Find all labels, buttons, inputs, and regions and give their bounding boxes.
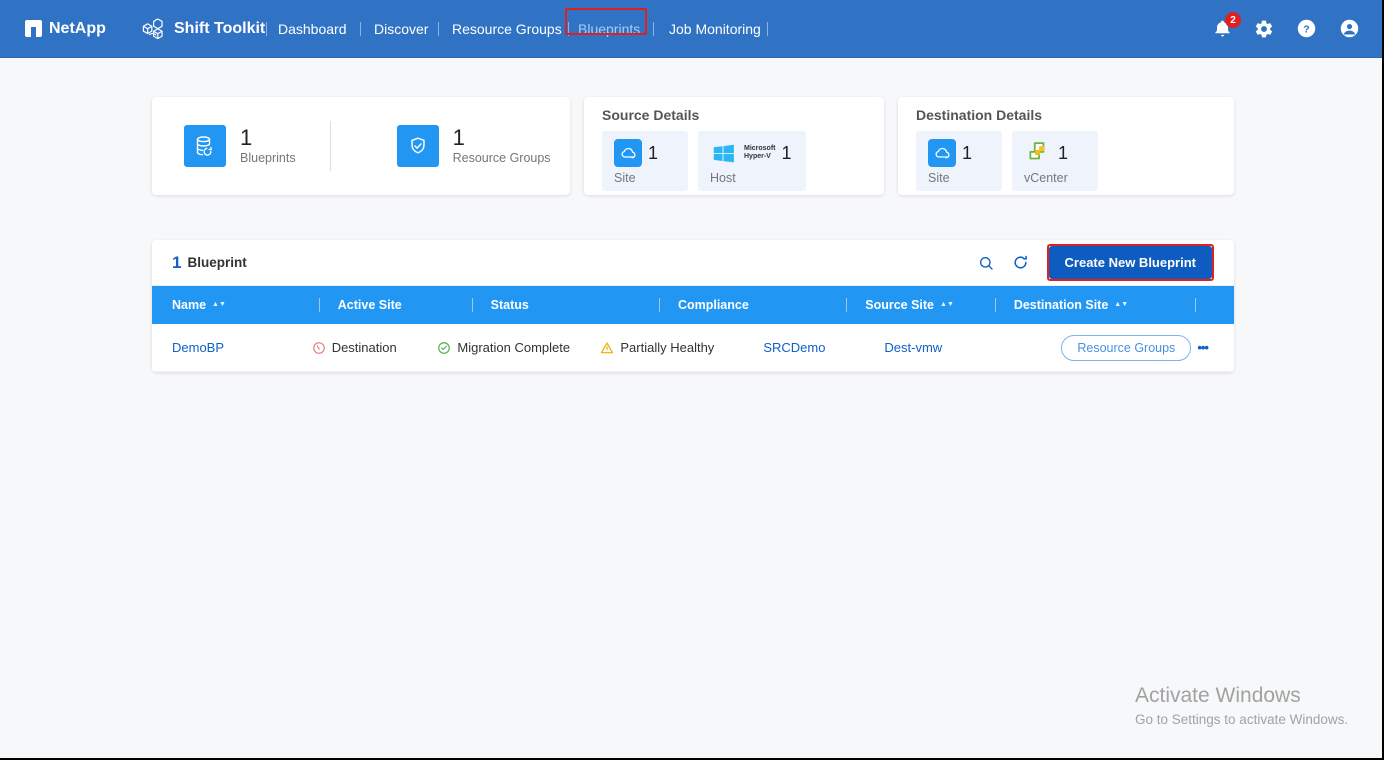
svg-text:?: ?	[1303, 23, 1309, 35]
